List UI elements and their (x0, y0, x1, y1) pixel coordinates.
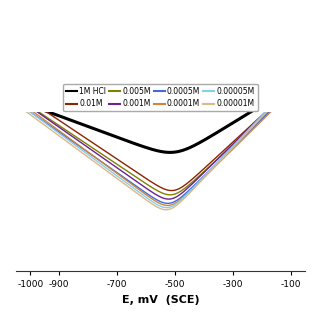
0.0001M (272, 107, 276, 111)
0.0001M (284, 95, 288, 99)
0.0005M (73, 141, 77, 145)
0.0005M (256, 121, 260, 125)
Line: 0.00001M: 0.00001M (16, 91, 287, 210)
0.0005M (248, 129, 252, 133)
0.005M (63, 127, 67, 131)
0.00001M (31, 115, 35, 119)
0.00001M (164, 208, 168, 212)
0.0001M (291, 88, 295, 92)
0.0005M (14, 100, 18, 104)
0.01M (170, 189, 173, 193)
1M HCl (168, 150, 172, 154)
0.001M (194, 179, 197, 183)
0.00001M (285, 89, 289, 92)
0.01M (136, 171, 140, 175)
Line: 0.005M: 0.005M (16, 90, 292, 195)
0.0001M (14, 97, 18, 101)
0.0001M (53, 126, 57, 130)
0.0001M (259, 120, 263, 124)
0.001M (167, 197, 171, 201)
0.0005M (166, 202, 170, 205)
Legend: 1M HCl, 0.01M, 0.005M, 0.001M, 0.0005M, 0.0001M, 0.00005M, 0.00001M: 1M HCl, 0.01M, 0.005M, 0.001M, 0.0005M, … (63, 84, 258, 111)
0.00005M (75, 145, 79, 148)
0.01M (181, 184, 185, 188)
Line: 0.001M: 0.001M (16, 90, 288, 199)
0.01M (14, 89, 18, 93)
0.01M (287, 88, 291, 92)
0.005M (147, 184, 151, 188)
0.0001M (20, 101, 24, 105)
0.00001M (284, 90, 287, 94)
0.005M (196, 175, 200, 179)
0.0005M (289, 88, 293, 92)
Line: 0.0001M: 0.0001M (16, 90, 293, 205)
0.005M (83, 141, 87, 145)
1M HCl (284, 88, 288, 92)
0.00005M (167, 205, 171, 209)
1M HCl (75, 121, 79, 124)
0.001M (173, 196, 177, 199)
0.00005M (93, 158, 97, 162)
0.0005M (46, 123, 50, 126)
0.0005M (155, 198, 158, 202)
0.0005M (270, 107, 274, 110)
0.00001M (70, 144, 74, 148)
Line: 0.01M: 0.01M (16, 90, 289, 191)
1M HCl (95, 128, 99, 132)
0.01M (154, 183, 157, 187)
1M HCl (167, 150, 171, 154)
0.005M (290, 88, 294, 92)
1M HCl (93, 127, 97, 131)
X-axis label: E, mV  (SCE): E, mV (SCE) (122, 295, 199, 305)
0.00005M (14, 100, 18, 103)
Line: 0.0005M: 0.0005M (16, 90, 291, 204)
0.001M (199, 173, 203, 177)
0.005M (126, 170, 130, 174)
1M HCl (14, 98, 18, 102)
1M HCl (116, 135, 119, 139)
0.005M (14, 95, 18, 99)
0.0001M (165, 204, 169, 207)
0.00005M (116, 174, 119, 178)
0.00001M (133, 190, 137, 194)
0.01M (104, 150, 108, 154)
0.01M (175, 188, 179, 192)
0.001M (217, 156, 221, 160)
0.005M (168, 193, 172, 197)
0.00001M (103, 168, 107, 172)
0.00001M (54, 132, 58, 136)
Line: 0.00005M: 0.00005M (16, 91, 286, 208)
0.001M (246, 128, 250, 132)
0.00005M (42, 120, 46, 124)
0.00005M (284, 89, 288, 92)
1M HCl (42, 108, 46, 112)
0.01M (166, 188, 170, 192)
0.0001M (149, 196, 153, 200)
0.005M (82, 140, 86, 144)
0.00005M (165, 206, 169, 210)
0.00001M (14, 102, 18, 106)
0.001M (14, 95, 18, 99)
0.001M (286, 88, 290, 92)
Line: 1M HCl: 1M HCl (16, 90, 286, 152)
0.001M (22, 101, 26, 105)
0.00005M (95, 159, 99, 163)
